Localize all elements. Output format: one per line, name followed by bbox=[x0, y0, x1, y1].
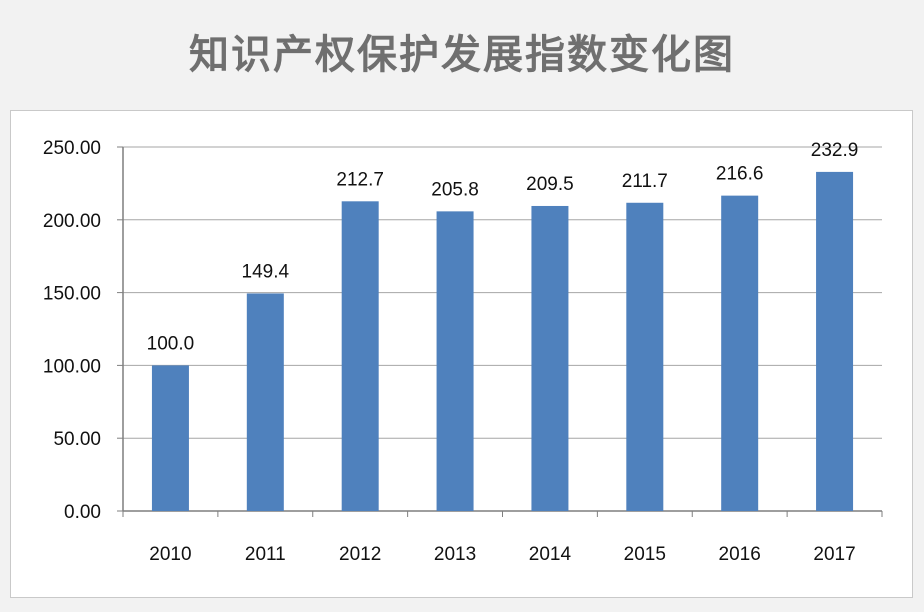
bar-2017 bbox=[816, 171, 854, 512]
value-label-2012: 212.7 bbox=[336, 169, 384, 190]
y-tick-label: 0.00 bbox=[64, 502, 101, 523]
y-tick-label: 150.00 bbox=[43, 284, 101, 305]
bar-2016 bbox=[721, 195, 759, 511]
x-tick-label-2012: 2012 bbox=[339, 544, 381, 565]
bars bbox=[151, 171, 854, 512]
x-tick-label-2010: 2010 bbox=[149, 544, 191, 565]
y-tick-label: 250.00 bbox=[43, 138, 101, 159]
value-label-2015: 211.7 bbox=[622, 171, 668, 192]
x-tick-label-2015: 2015 bbox=[624, 544, 666, 565]
x-tick-label-2016: 2016 bbox=[719, 544, 761, 565]
x-tick-label-2017: 2017 bbox=[813, 544, 855, 565]
x-tick-label-2011: 2011 bbox=[245, 544, 286, 565]
value-label-2011: 149.4 bbox=[242, 261, 290, 282]
chart-title: 知识产权保护发展指数变化图 bbox=[189, 32, 735, 78]
gridlines bbox=[123, 146, 882, 512]
bar-2011 bbox=[246, 293, 284, 511]
bar-2015 bbox=[626, 202, 664, 511]
tick-labels: 0.00 50.00 100.00 150.00 200.00 250.00 2010 201… bbox=[43, 138, 856, 565]
bar-2010 bbox=[151, 365, 189, 511]
bar-2012 bbox=[341, 201, 379, 511]
x-tick-label-2014: 2014 bbox=[529, 544, 572, 565]
axes bbox=[117, 146, 883, 517]
y-tick-label: 100.00 bbox=[43, 356, 101, 377]
data-labels: 100.0 149.4 212.7 205.8 209.5 211.7 216.6 232.9 bbox=[147, 140, 859, 355]
value-label-2010: 100.0 bbox=[147, 333, 195, 354]
bar-2013 bbox=[436, 211, 474, 511]
value-label-2014: 209.5 bbox=[526, 174, 574, 195]
value-label-2017: 232.9 bbox=[811, 140, 859, 161]
y-tick-label: 200.00 bbox=[43, 211, 101, 232]
bar-2014 bbox=[531, 205, 569, 511]
y-tick-label: 50.00 bbox=[53, 429, 101, 450]
x-tick-label-2013: 2013 bbox=[434, 544, 476, 565]
value-label-2013: 205.8 bbox=[431, 179, 479, 200]
value-label-2016: 216.6 bbox=[716, 164, 764, 185]
